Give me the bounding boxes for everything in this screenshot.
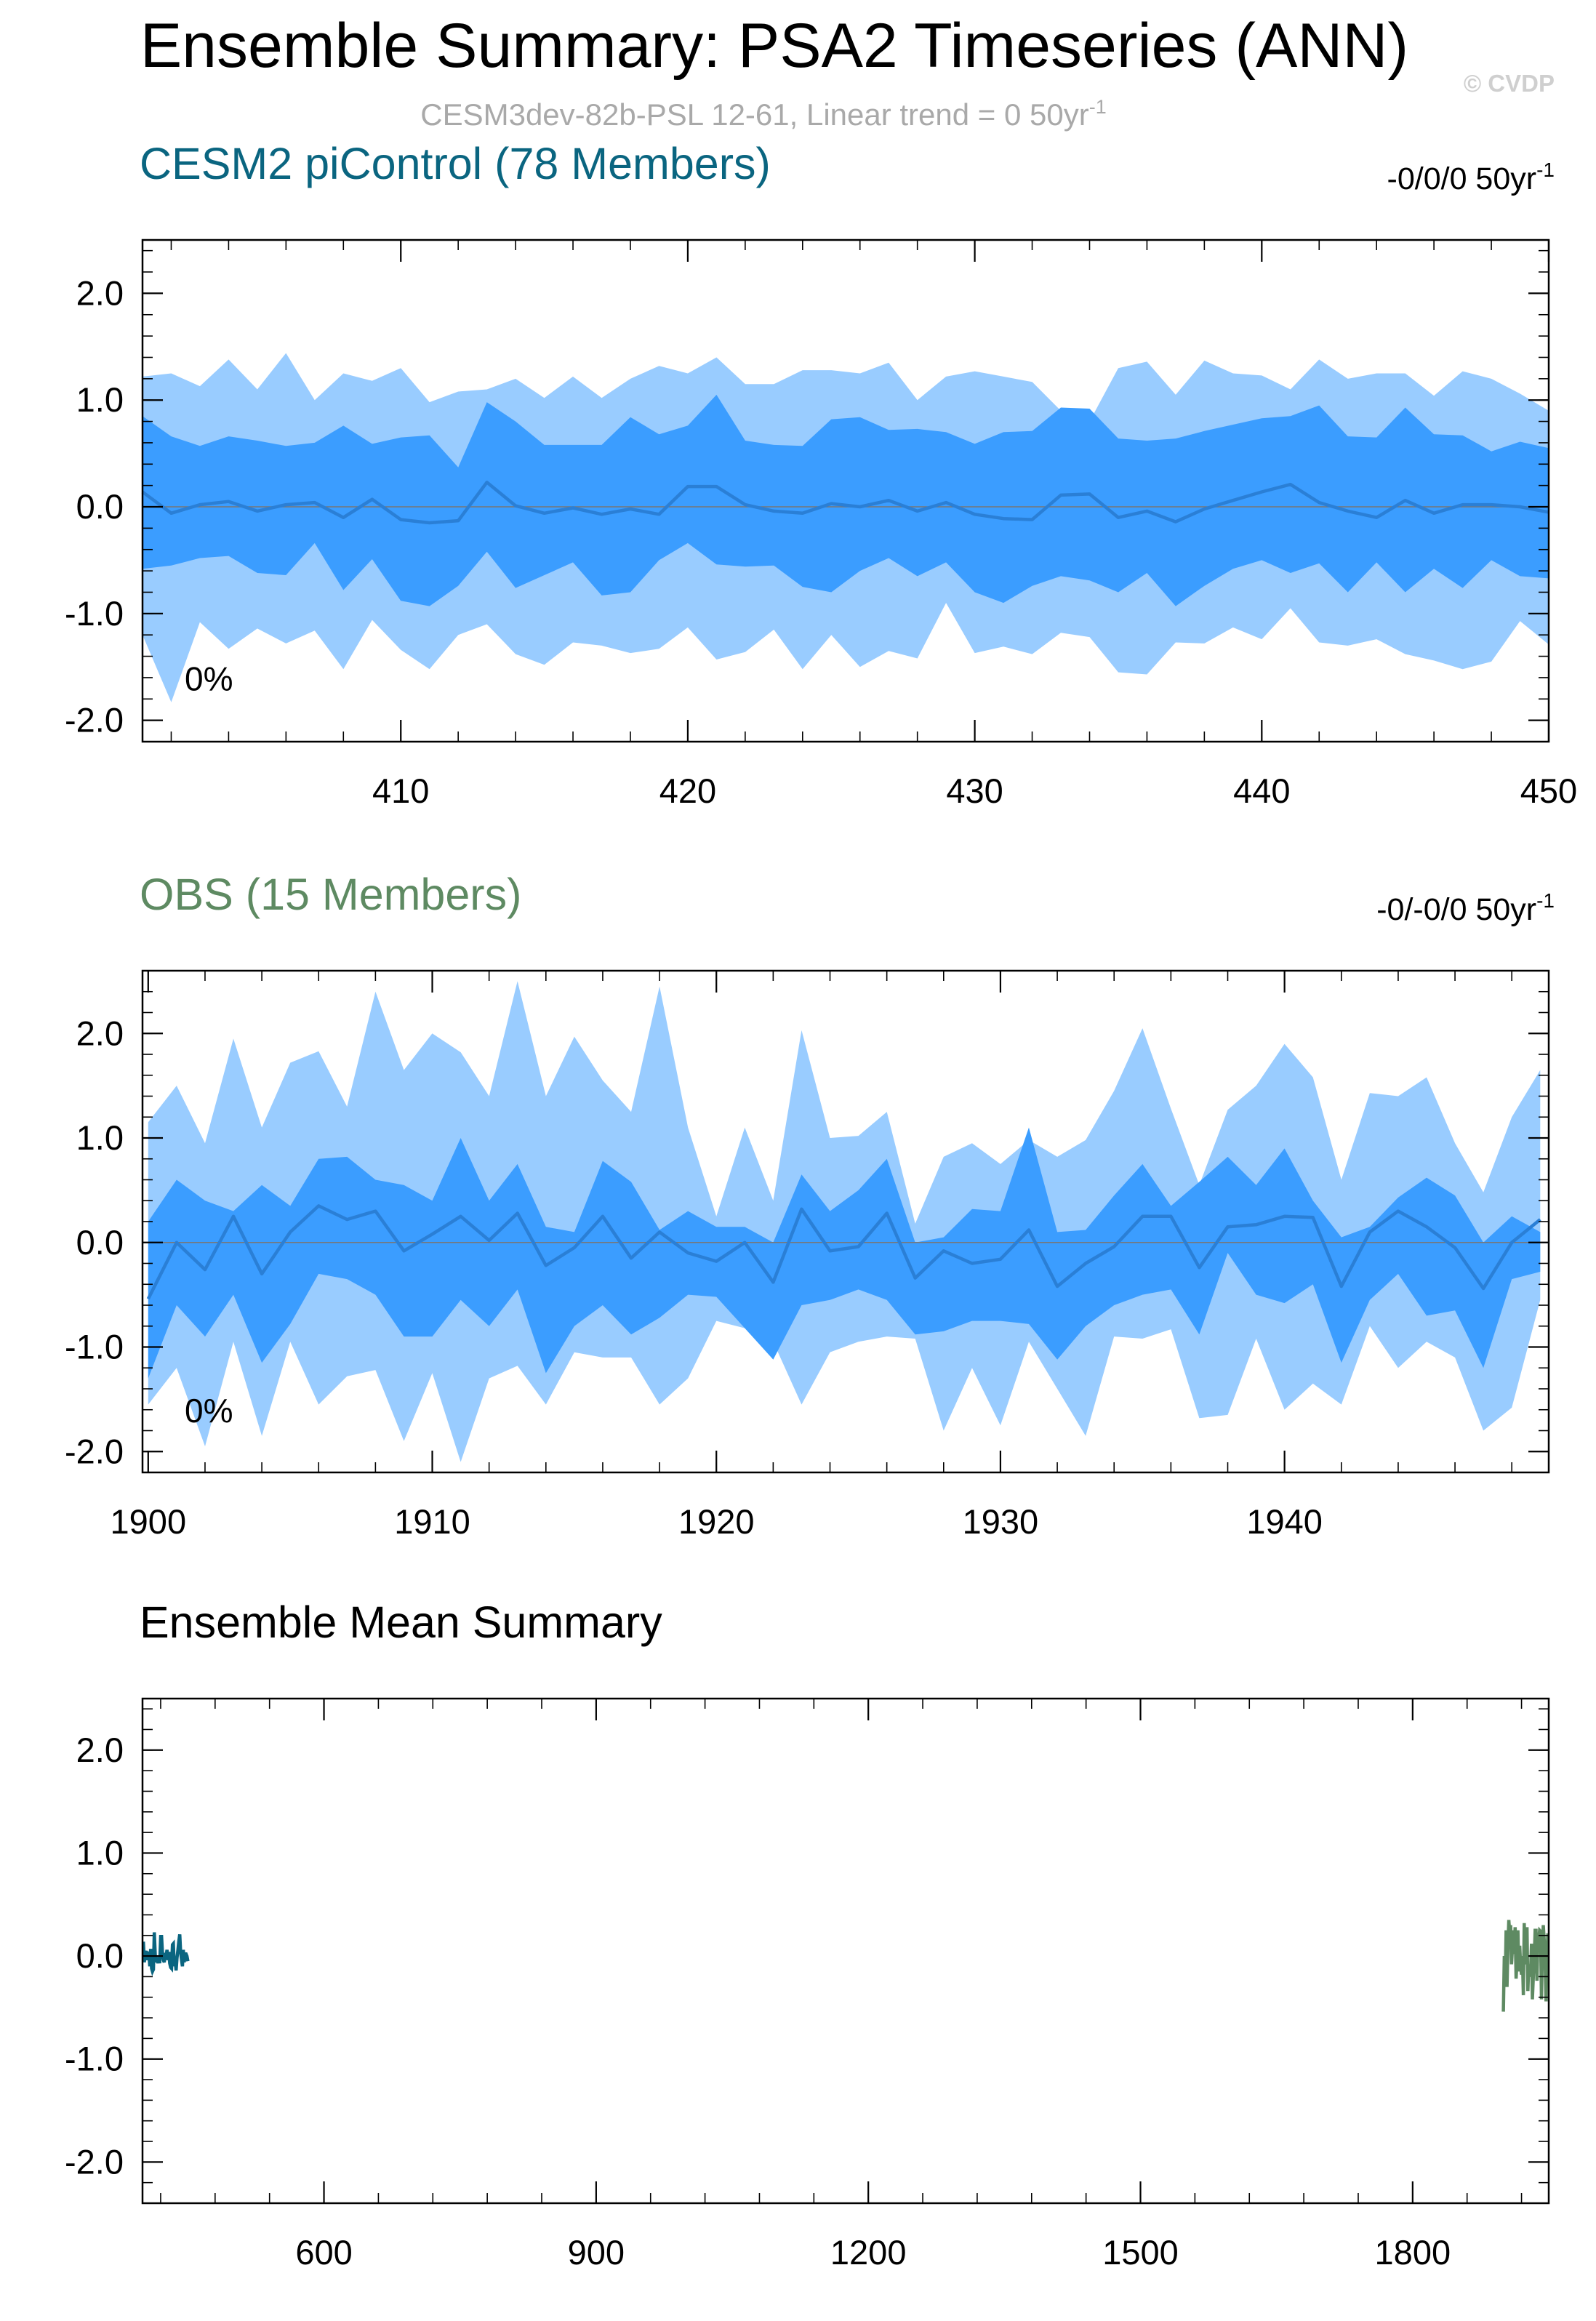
plot-frame — [141, 238, 1550, 743]
y-tick-label: 1.0 — [76, 380, 124, 419]
trend-value: -0/-0/0 50yr — [1376, 892, 1536, 927]
y-tick-label: 0.0 — [76, 1936, 124, 1975]
y-tick-label: -1.0 — [65, 1328, 124, 1366]
ensemble-mean-line — [146, 1204, 1541, 1300]
y-tick-label: -2.0 — [65, 1432, 124, 1470]
trend-value: -0/0/0 50yr — [1387, 161, 1537, 196]
trend-label: -0/0/0 50yr-1 — [1387, 159, 1555, 196]
plot-frame — [141, 1697, 1550, 2205]
obs-ensemble-mean-line — [1501, 1920, 1550, 2012]
y-tick-label: -2.0 — [65, 701, 124, 739]
y-tick-label: 2.0 — [76, 1014, 124, 1052]
y-tick-label: 0.0 — [76, 1223, 124, 1262]
figure-subtitle-text: CESM3dev-82b-PSL 12-61, Linear trend = 0… — [420, 97, 1088, 132]
y-tick-label: 0.0 — [76, 487, 124, 526]
x-tick-label: 1500 — [1102, 2233, 1179, 2272]
x-tick-label: 1920 — [678, 1502, 755, 1541]
panel-title: CESM2 piControl (78 Members) — [140, 139, 771, 188]
x-tick-label: 430 — [946, 771, 1003, 810]
figure-subtitle: CESM3dev-82b-PSL 12-61, Linear trend = 0… — [420, 96, 1106, 132]
figure-title: Ensemble Summary: PSA2 Timeseries (ANN) — [140, 11, 1408, 81]
y-tick-label: 2.0 — [76, 273, 124, 312]
x-tick-label: 440 — [1233, 771, 1290, 810]
ensemble-mean-line — [141, 481, 1549, 525]
x-tick-label: 420 — [659, 771, 716, 810]
x-tick-label: 1930 — [963, 1502, 1039, 1541]
x-tick-label: 1940 — [1246, 1502, 1323, 1541]
percent-label: 0% — [185, 660, 233, 698]
x-tick-label: 1900 — [111, 1502, 187, 1541]
model-ensemble-mean-line — [141, 1932, 190, 1976]
trend-sup: -1 — [1536, 159, 1555, 181]
panel-obs: 0% 2.0 1.0 0.0 -1.0 -2.0 1900 1910 1920 1930 1940 O… — [65, 870, 1555, 1541]
x-tick-label: 1200 — [830, 2233, 907, 2272]
x-tick-label: 410 — [372, 771, 429, 810]
percent-label: 0% — [185, 1392, 233, 1430]
y-tick-label: 1.0 — [76, 1118, 124, 1157]
inner-range-band — [148, 1127, 1541, 1379]
y-tick-label: 2.0 — [76, 1731, 124, 1769]
x-tick-label: 600 — [295, 2233, 352, 2272]
x-tick-label: 1910 — [394, 1502, 470, 1541]
figure-subtitle-sup: -1 — [1089, 96, 1107, 118]
y-tick-label: 1.0 — [76, 1833, 124, 1872]
y-tick-label: -1.0 — [65, 2040, 124, 2078]
cvdp-credit: © CVDP — [1464, 70, 1555, 97]
panel-title: OBS (15 Members) — [140, 870, 521, 919]
trend-label: -0/-0/0 50yr-1 — [1376, 889, 1555, 927]
trend-sup: -1 — [1536, 889, 1555, 912]
y-tick-label: -1.0 — [65, 594, 124, 633]
x-tick-label: 450 — [1520, 771, 1577, 810]
panel-cesm2-picontrol: 0% 2.0 1.0 0.0 -1.0 -2.0 410 420 430 440 450 CESM2 … — [65, 139, 1577, 810]
panel-ensemble-mean-summary: 2.0 1.0 0.0 -1.0 -2.0 600 900 1200 1500 1800 Ensem… — [65, 1598, 1550, 2272]
x-tick-label: 1800 — [1375, 2233, 1451, 2272]
inner-range-band — [143, 394, 1549, 606]
panel-title: Ensemble Mean Summary — [140, 1598, 662, 1647]
y-tick-label: -2.0 — [65, 2142, 124, 2181]
x-tick-label: 900 — [568, 2233, 625, 2272]
